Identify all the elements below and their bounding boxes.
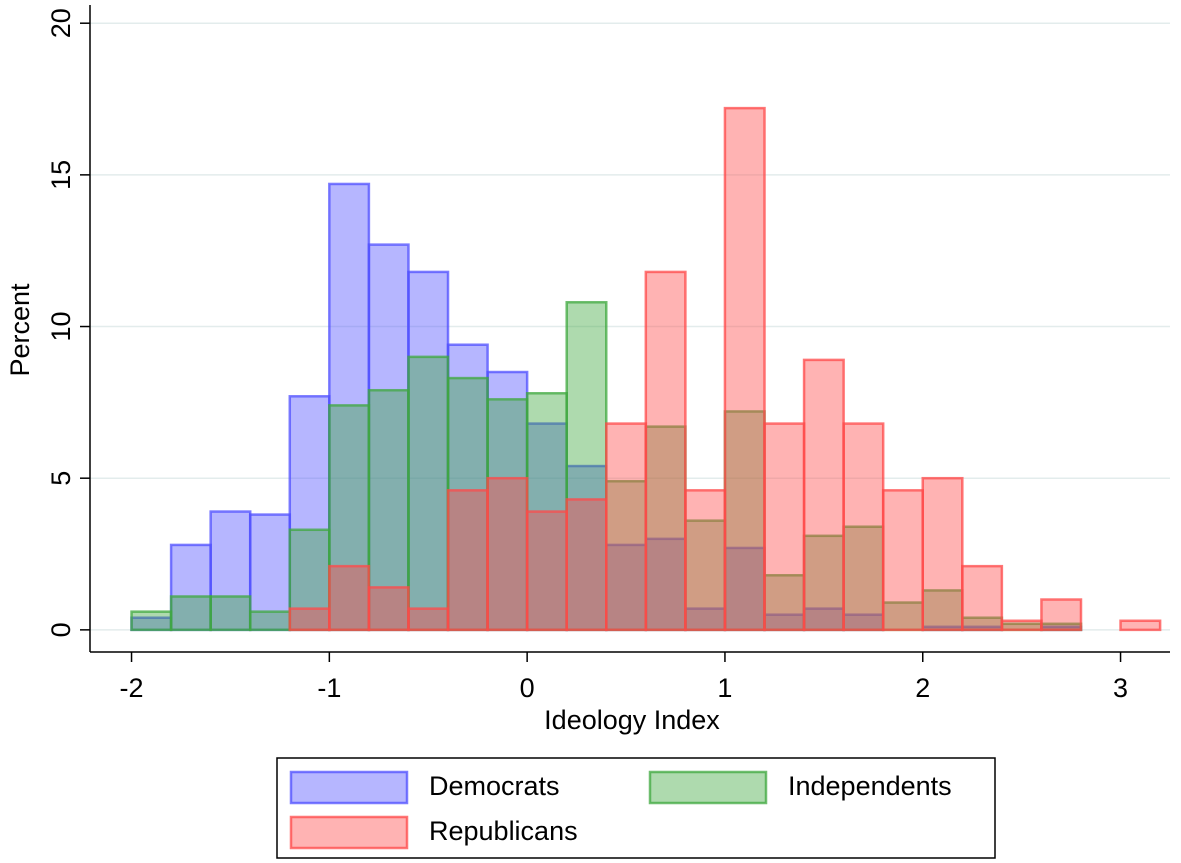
legend-swatch [648,770,768,805]
y-tick-label: 5 [46,471,76,486]
bar [446,376,489,632]
legend-label: Republicans [429,816,578,846]
bar [209,595,252,632]
x-tick-label: 3 [1113,673,1128,703]
bar [209,510,252,632]
bar [605,422,648,632]
bar [288,607,331,632]
x-tick-label: -2 [120,673,144,703]
bar [407,355,450,632]
y-tick-label: 15 [46,160,76,190]
bar [1040,598,1083,632]
bar [961,564,1004,632]
bar [486,476,529,632]
bar [802,534,845,632]
bar [644,270,687,632]
bar [565,498,608,632]
bar [1119,619,1162,632]
x-tick-label: 1 [717,673,732,703]
legend-box [276,757,996,859]
bar [723,546,766,632]
bar [565,464,608,632]
bar [684,489,727,632]
x-axis-label: Ideology Index [544,705,720,735]
bar [723,106,766,632]
bar [130,610,173,632]
bar [802,358,845,632]
legend-label: Democrats [429,771,560,801]
bar [446,489,489,632]
bar [248,610,292,632]
x-tick-label: 0 [520,673,535,703]
bar [763,422,806,632]
bar [1000,619,1043,632]
y-tick-label: 0 [46,622,76,637]
legend-swatch [289,815,409,850]
y-tick-label: 20 [46,8,76,38]
bar [921,476,964,632]
bar [367,586,410,632]
legend-swatch [289,770,409,805]
bar [288,395,331,632]
bar [407,270,450,632]
bar [842,422,885,632]
bar [486,370,529,632]
bar [328,182,371,632]
x-tick-label: 2 [915,673,930,703]
legend-label: Independents [788,771,952,801]
bar [169,595,212,632]
bar [525,510,568,632]
bar [328,564,371,632]
bar [407,607,450,632]
bar [881,489,924,632]
bar [605,479,648,632]
x-tick-label: -1 [317,673,341,703]
y-tick-label: 10 [46,312,76,342]
y-axis-label: Percent [5,283,35,377]
